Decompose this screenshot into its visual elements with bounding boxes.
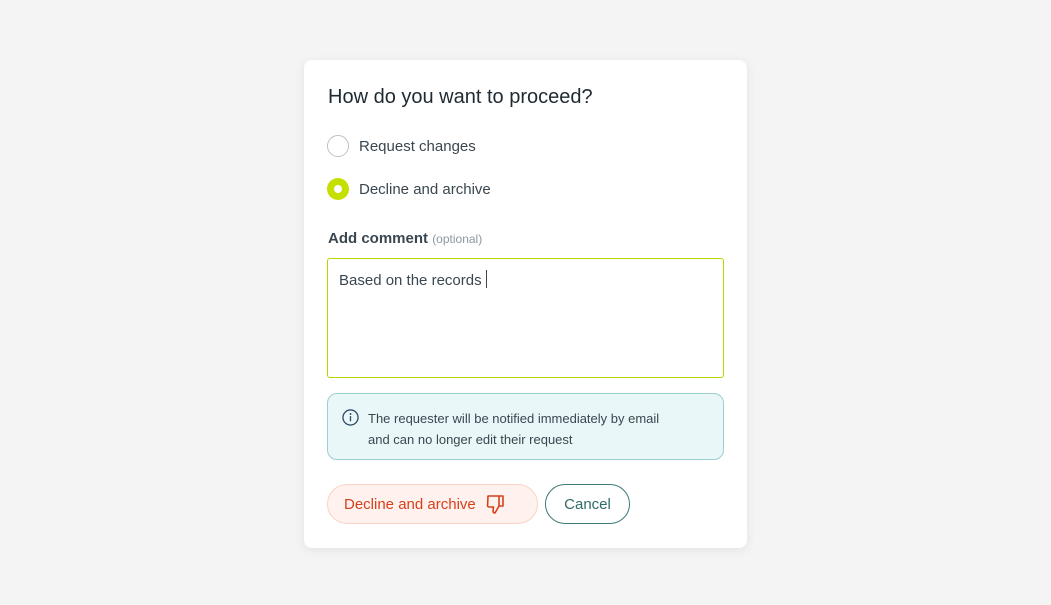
optional-hint: (optional): [432, 232, 483, 246]
comment-label-text: Add comment: [328, 230, 429, 247]
proceed-dialog: How do you want to proceed? Request chan…: [304, 60, 747, 548]
comment-textarea[interactable]: Based on the records: [327, 258, 724, 378]
info-notice: The requester will be notified immediate…: [327, 393, 724, 460]
comment-value: Based on the records: [339, 272, 482, 289]
decline-button-label: Decline and archive: [344, 495, 476, 513]
dialog-title: How do you want to proceed?: [328, 86, 593, 108]
radio-decline-and-archive[interactable]: [327, 178, 349, 200]
thumbs-down-icon: [486, 495, 504, 514]
text-caret: [485, 270, 487, 288]
comment-label: Add comment (optional): [328, 230, 482, 247]
option-label: Decline and archive: [359, 180, 491, 198]
info-line-2: and can no longer edit their request: [368, 432, 573, 447]
info-line-1: The requester will be notified immediate…: [368, 411, 660, 426]
option-label: Request changes: [359, 137, 476, 155]
radio-request-changes[interactable]: [327, 135, 349, 157]
cancel-button-label: Cancel: [564, 495, 611, 513]
info-circle-icon: [342, 409, 359, 426]
option-decline-and-archive[interactable]: Decline and archive: [327, 178, 491, 200]
option-request-changes[interactable]: Request changes: [327, 135, 476, 157]
decline-and-archive-button[interactable]: Decline and archive: [327, 484, 538, 524]
info-text: The requester will be notified immediate…: [368, 408, 660, 447]
cancel-button[interactable]: Cancel: [545, 484, 630, 524]
